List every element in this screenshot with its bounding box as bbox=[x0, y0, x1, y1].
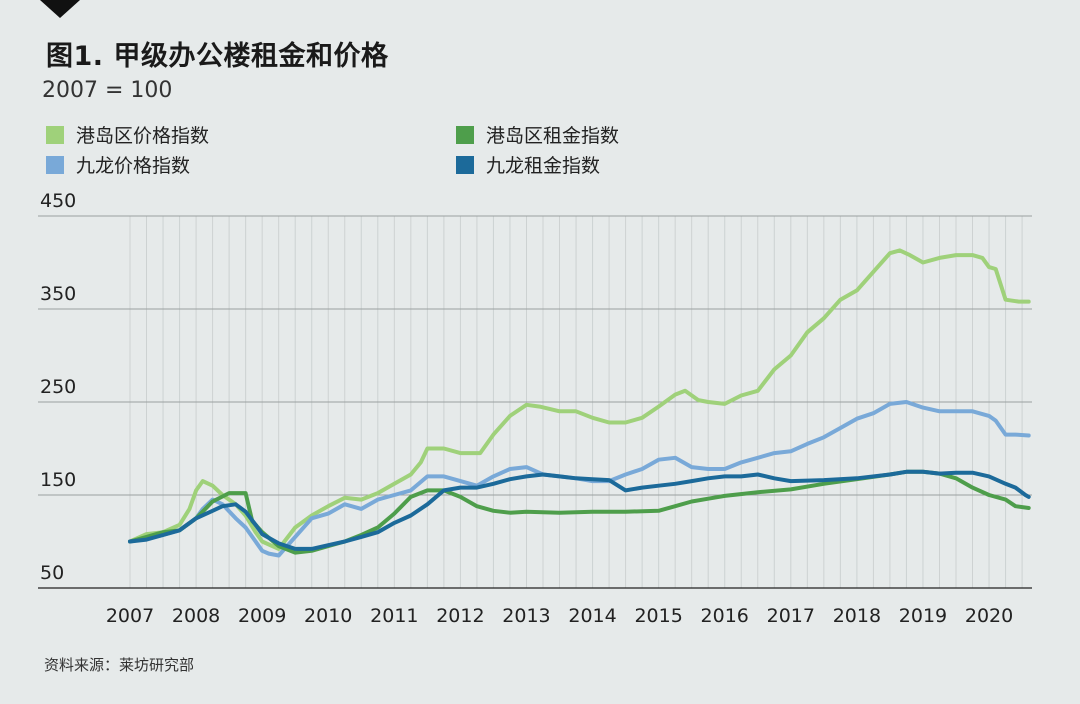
legend-label-kowloon-rent: 九龙租金指数 bbox=[486, 155, 601, 177]
y-tick-label: 350 bbox=[40, 283, 76, 305]
corner-triangle-marker bbox=[40, 0, 80, 18]
source-note: 资料来源：莱坊研究部 bbox=[44, 656, 195, 674]
legend-swatch-kowloon-rent bbox=[456, 155, 474, 174]
x-tick-label: 2017 bbox=[767, 605, 815, 627]
x-tick-label: 2015 bbox=[634, 605, 682, 627]
x-tick-label: 2020 bbox=[965, 605, 1013, 627]
x-tick-label: 2013 bbox=[502, 605, 550, 627]
legend-item-kowloon-price: 九龙价格指数 bbox=[46, 151, 190, 178]
legend-swatch-hk-island-rent bbox=[456, 125, 474, 144]
x-tick-label: 2011 bbox=[370, 605, 418, 627]
legend-item-hk-island-price: 港岛区价格指数 bbox=[46, 121, 209, 148]
x-tick-label: 2007 bbox=[106, 605, 154, 627]
x-tick-label: 2012 bbox=[436, 605, 484, 627]
chart-subtitle: 2007 = 100 bbox=[42, 78, 173, 103]
series-line-3 bbox=[128, 469, 1031, 551]
x-tick-label: 2014 bbox=[568, 605, 616, 627]
legend-label-kowloon-price: 九龙价格指数 bbox=[76, 155, 191, 177]
legend-item-kowloon-rent: 九龙租金指数 bbox=[456, 151, 600, 178]
y-tick-label: 150 bbox=[40, 469, 76, 491]
x-tick-label: 2008 bbox=[172, 605, 220, 627]
legend-item-hk-island-rent: 港岛区租金指数 bbox=[456, 121, 619, 148]
legend-swatch-hk-island-price bbox=[46, 125, 64, 144]
chart-title: 图1. 甲级办公楼租金和价格 bbox=[46, 41, 389, 72]
x-tick-label: 2009 bbox=[238, 605, 286, 627]
x-tick-label: 2010 bbox=[304, 605, 352, 627]
series-line-0 bbox=[128, 248, 1031, 551]
legend-swatch-kowloon-price bbox=[46, 155, 64, 174]
legend-label-hk-island-rent: 港岛区租金指数 bbox=[486, 125, 620, 147]
legend-label-hk-island-price: 港岛区价格指数 bbox=[76, 125, 210, 147]
x-tick-label: 2019 bbox=[899, 605, 947, 627]
y-tick-label: 50 bbox=[40, 562, 64, 584]
x-tick-label: 2018 bbox=[833, 605, 881, 627]
y-tick-label: 450 bbox=[40, 190, 76, 212]
y-tick-label: 250 bbox=[40, 376, 76, 398]
x-tick-label: 2016 bbox=[701, 605, 749, 627]
